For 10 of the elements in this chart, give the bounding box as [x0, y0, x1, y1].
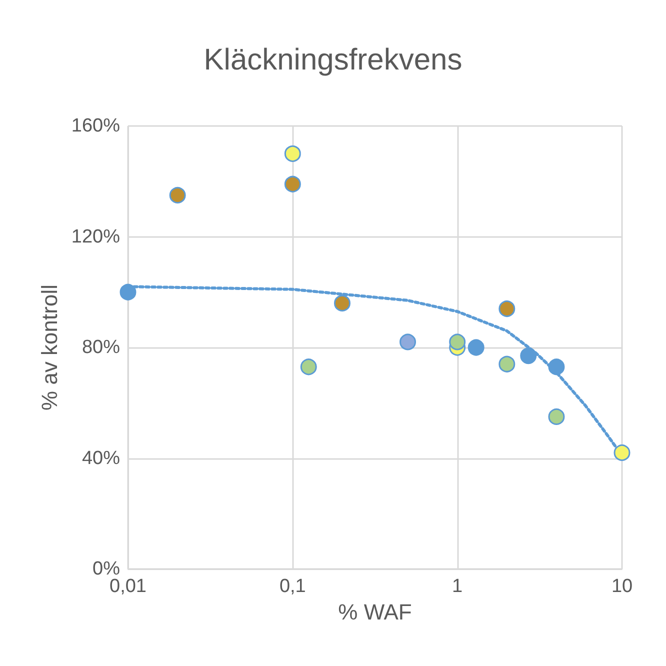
y-tick-label: 80%: [82, 337, 120, 358]
x-axis-title: % WAF: [338, 599, 412, 624]
x-tick-label: 10: [611, 576, 633, 597]
y-tick-label: 120%: [71, 226, 120, 248]
y-tick-label: 160%: [71, 116, 120, 136]
y-tick-label: 40%: [82, 448, 120, 469]
x-tick-label: 0,1: [279, 576, 306, 597]
y-axis-title: % av kontroll: [37, 284, 62, 410]
chart-title: Kläckningsfrekvens: [204, 44, 462, 76]
x-tick-label: 1: [452, 576, 463, 597]
